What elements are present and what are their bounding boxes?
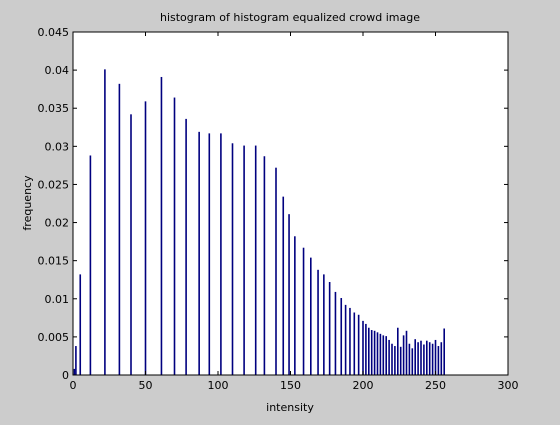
histogram-bar [431, 343, 434, 375]
histogram-bar [254, 145, 257, 375]
histogram-bar [208, 133, 211, 375]
histogram-bar [365, 323, 367, 375]
histogram-bar [89, 155, 92, 375]
histogram-bar [198, 131, 200, 375]
histogram-bar [402, 335, 405, 375]
histogram-bar [405, 330, 408, 375]
y-axis-label: frequency [21, 175, 34, 231]
histogram-bar [397, 327, 399, 375]
axes-box [72, 31, 509, 376]
x-tick-label: 200 [353, 379, 374, 392]
histogram-bar [323, 274, 325, 375]
histogram-bar [118, 83, 121, 375]
histogram-bar [379, 333, 382, 375]
histogram-bar [411, 348, 414, 375]
histogram-bar [294, 236, 296, 375]
histogram-bar [73, 368, 76, 375]
histogram-bar [434, 339, 437, 375]
histogram-bar [328, 282, 331, 375]
x-tick-label: 300 [498, 379, 519, 392]
histogram-bar [388, 339, 390, 375]
histogram-bar [408, 343, 411, 375]
histogram-bar [104, 69, 106, 375]
y-tick-label: 0.015 [38, 255, 70, 268]
histogram-bar [334, 291, 337, 375]
x-tick-label: 100 [208, 379, 229, 392]
histogram-bar [220, 133, 222, 375]
y-tick-label: 0.03 [45, 140, 70, 153]
histogram-bar [263, 156, 266, 375]
histogram-bar [185, 118, 187, 375]
histogram-bar [428, 342, 431, 375]
y-tick-label: 0.035 [38, 102, 70, 115]
histogram-bar [130, 114, 132, 375]
histogram-bar [144, 101, 147, 376]
histogram-bar [385, 336, 387, 375]
bars-group [73, 69, 445, 376]
histogram-bar [282, 196, 285, 375]
histogram-bar [317, 269, 319, 375]
x-axis-label: intensity [266, 401, 314, 414]
y-tick-label: 0.045 [38, 26, 70, 39]
histogram-bar [382, 335, 385, 375]
histogram-bar [414, 339, 416, 375]
x-tick-label: 0 [70, 379, 77, 392]
histogram-bar [373, 330, 376, 375]
x-tick-label: 250 [425, 379, 446, 392]
y-tick-label: 0.04 [45, 64, 70, 77]
histogram-bar [362, 320, 364, 375]
histogram-bar [440, 342, 443, 375]
y-tick-label: 0 [62, 369, 69, 382]
histogram-bar [423, 344, 425, 375]
histogram-bar [437, 346, 440, 375]
y-tick-label: 0.02 [45, 217, 70, 230]
histogram-bar [376, 332, 379, 375]
x-tick-label: 150 [280, 379, 301, 392]
histogram-bar [288, 214, 290, 375]
histogram-bar [353, 312, 356, 375]
histogram-bar [357, 314, 360, 375]
histogram-bar [394, 346, 396, 375]
histogram-bar [243, 145, 245, 375]
x-tick-label: 50 [139, 379, 153, 392]
histogram-bar [79, 274, 82, 375]
histogram-bar [173, 97, 176, 376]
histogram-bar [420, 340, 422, 375]
histogram-bar [340, 298, 343, 375]
histogram-bar [75, 346, 77, 375]
histogram-bar [310, 257, 312, 375]
histogram-bar [275, 167, 277, 375]
histogram-bar [426, 340, 428, 375]
histogram-bar [399, 346, 402, 375]
histogram-bar [370, 330, 373, 375]
y-tick-label: 0.025 [38, 178, 70, 191]
histogram-bar [368, 327, 370, 375]
histogram-bar [160, 76, 163, 375]
y-tick-label: 0.005 [38, 331, 70, 344]
histogram-bar [417, 342, 419, 375]
ticks-group: 0 50 100 150 200 250 300 0 0.005 0.01 0.015 0.02 0.0… [38, 26, 519, 392]
histogram-bar [443, 328, 445, 375]
histogram-bar [302, 247, 305, 375]
chart-title: histogram of histogram equalized crowd i… [160, 11, 420, 24]
histogram-bar [349, 307, 351, 375]
histogram-bar [231, 143, 234, 375]
histogram-bar [344, 304, 347, 375]
plot-area [73, 32, 508, 375]
y-tick-label: 0.01 [45, 293, 70, 306]
histogram-bar [391, 343, 393, 375]
